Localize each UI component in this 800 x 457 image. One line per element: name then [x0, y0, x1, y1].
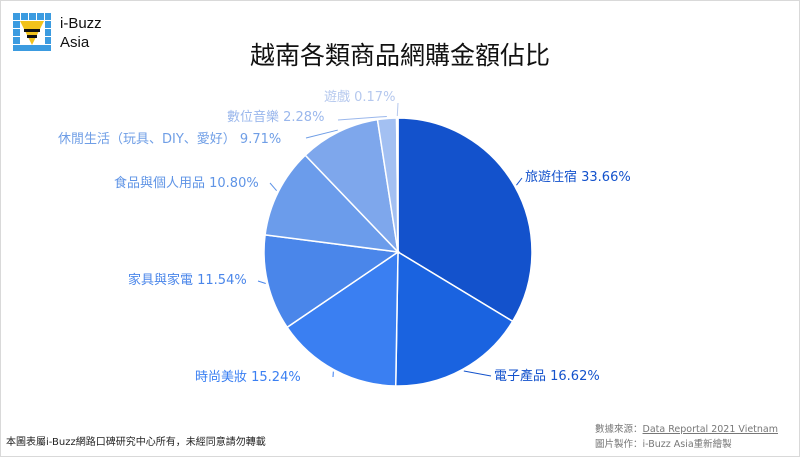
pie-slice[interactable] — [395, 117, 399, 253]
copyright-notice: 本圖表屬i-Buzz網路口碑研究中心所有，未經同意請勿轉載 — [6, 437, 266, 448]
source-line: 數據來源：Data Reportal 2021 Vietnam — [595, 422, 778, 437]
ibuzz-logo-icon — [12, 12, 52, 52]
slice-label: 電子產品 16.62% — [494, 368, 600, 384]
leader-line — [516, 177, 523, 186]
slice-label: 時尚美妝 15.24% — [195, 370, 301, 385]
leader-line — [463, 370, 492, 377]
brand-line2: Asia — [60, 34, 90, 51]
brand-name: i-Buzz Asia — [60, 14, 102, 52]
slice-label: 食品與個人用品 10.80% — [114, 175, 259, 191]
leader-line — [396, 102, 399, 117]
leader-line — [305, 129, 338, 139]
slice-label: 數位音樂 2.28% — [227, 109, 324, 125]
source-link[interactable]: Data Reportal 2021 Vietnam — [642, 424, 778, 435]
slice-label: 遊戲 0.17% — [324, 90, 395, 105]
pie-slice[interactable] — [397, 117, 533, 323]
made-by: 圖片製作：i-Buzz Asia重新繪製 — [595, 439, 732, 450]
leader-line — [269, 182, 277, 192]
pie-slice[interactable] — [264, 154, 401, 254]
pie-slice[interactable] — [286, 250, 399, 387]
pie-slice[interactable] — [304, 118, 400, 255]
source-prefix: 數據來源： — [595, 424, 643, 435]
brand-line1: i-Buzz — [60, 15, 102, 32]
chart-title: 越南各類商品網購金額佔比 — [249, 41, 550, 70]
leader-line — [337, 115, 387, 121]
slice-label: 休閒生活（玩具、DIY、愛好） 9.71% — [58, 132, 281, 147]
slice-label: 家具與家電 11.54% — [128, 272, 247, 288]
pie-slice[interactable] — [263, 233, 401, 329]
leader-line — [257, 280, 266, 285]
brand-logo: i-Buzz Asia — [12, 8, 122, 56]
pie-slice[interactable] — [394, 250, 514, 387]
slice-label: 旅遊住宿 33.66% — [525, 169, 631, 185]
source-credits: 數據來源：Data Reportal 2021 Vietnam 圖片製作：i-B… — [595, 422, 778, 452]
